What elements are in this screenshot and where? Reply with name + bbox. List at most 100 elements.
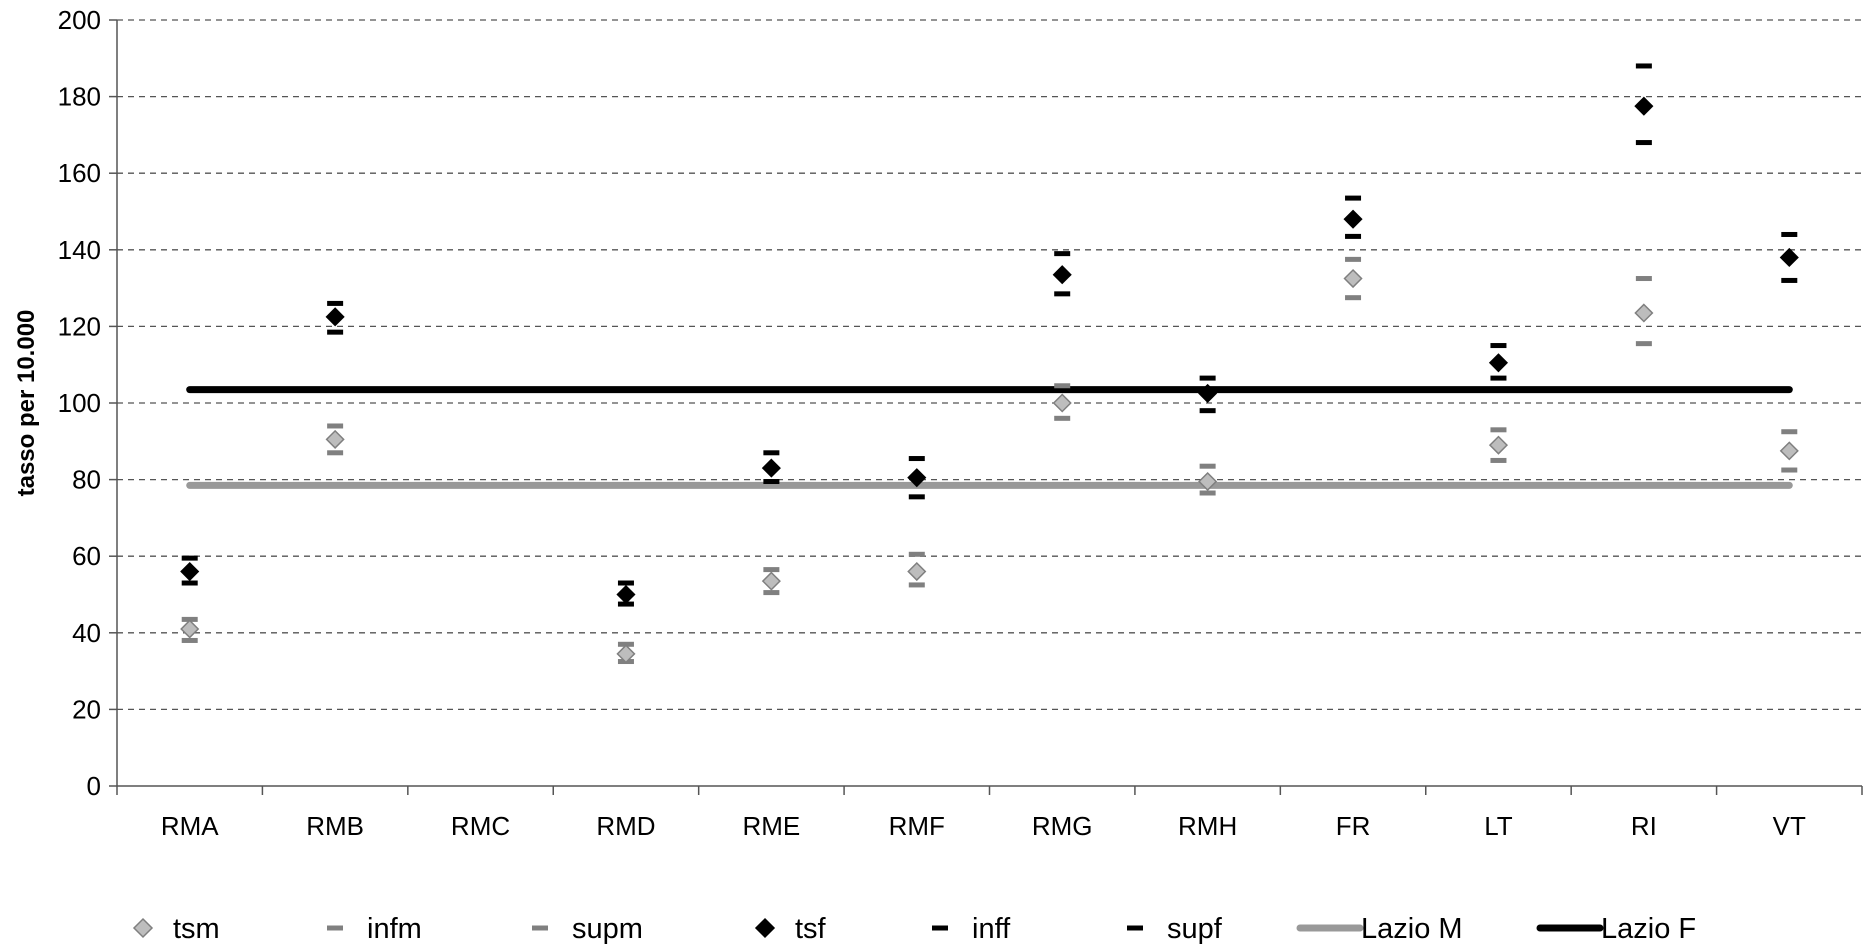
point-mark (1198, 383, 1218, 403)
legend-symbol (132, 917, 154, 939)
point-mark (1343, 268, 1363, 289)
x-tick-label: VT (1773, 811, 1806, 841)
interval-mark (1345, 295, 1362, 301)
y-tick-label: 40 (72, 618, 101, 648)
interval-mark (617, 641, 634, 647)
x-tick-label: RME (742, 811, 800, 841)
x-tick-label: RMH (1178, 811, 1237, 841)
interval-mark (908, 582, 925, 588)
interval-mark (1199, 375, 1216, 381)
labels: 0 20 40 60 80 100 120 140 160 180 200 RMA RMB RMC RMD R… (13, 5, 1806, 841)
legend-item: Lazio M (1296, 913, 1463, 945)
interval-mark (1781, 429, 1798, 435)
interval-mark (327, 329, 344, 335)
legend-item: Lazio F (1536, 913, 1696, 945)
interval-mark (1781, 231, 1798, 237)
legend-label: supm (572, 913, 643, 945)
interval-mark (181, 637, 198, 643)
point-mark (180, 619, 200, 639)
y-tick-label: 200 (58, 5, 101, 35)
point-mark (761, 458, 781, 478)
x-tick-label: LT (1484, 811, 1513, 841)
interval-mark (327, 450, 344, 456)
x-tick-label: RMC (451, 811, 510, 841)
legend-item: tsm (132, 913, 220, 945)
interval-mark (327, 300, 344, 306)
interval-mark (763, 567, 780, 573)
legend-label: tsf (795, 913, 827, 945)
legend-label: Lazio F (1601, 913, 1696, 945)
point-mark (907, 468, 927, 488)
point-mark (325, 307, 345, 327)
y-tick-label: 140 (58, 235, 101, 265)
legend-item: supf (1127, 913, 1223, 945)
point-mark (616, 584, 636, 605)
legend-item: supm (532, 913, 643, 945)
point-mark (1779, 247, 1799, 268)
interval-mark (327, 423, 344, 429)
x-tick-label: RMA (161, 811, 219, 841)
point-mark (1634, 96, 1654, 116)
legend-symbol (1127, 925, 1143, 931)
interval-mark (1781, 277, 1798, 283)
interval-mark (617, 601, 634, 607)
legend-label: Lazio M (1361, 913, 1463, 945)
interval-mark (1199, 463, 1216, 469)
point-mark (1198, 471, 1218, 492)
x-tick-label: FR (1336, 811, 1371, 841)
point-mark (180, 561, 200, 582)
interval-mark (617, 580, 634, 586)
point-mark (1052, 265, 1072, 285)
interval-mark (908, 494, 925, 500)
point-mark (1779, 441, 1799, 461)
point-mark (907, 561, 927, 582)
interval-mark (763, 479, 780, 485)
interval-mark (763, 590, 780, 596)
y-tick-label: 100 (58, 388, 101, 418)
point-mark (1488, 353, 1509, 373)
interval-mark (1054, 415, 1071, 421)
legend-item: infm (327, 913, 422, 945)
legend-label: supf (1167, 913, 1223, 945)
y-tick-label: 160 (58, 158, 101, 188)
point-mark (1343, 209, 1363, 229)
interval-mark (1345, 233, 1362, 239)
interval-mark (1345, 195, 1362, 201)
interval-mark (908, 551, 925, 557)
x-tick-label: RMG (1032, 811, 1093, 841)
point-mark (761, 571, 781, 591)
interval-mark (1635, 140, 1652, 146)
interval-mark (908, 456, 925, 462)
interval-mark (181, 555, 198, 561)
legend-item: tsf (754, 913, 827, 945)
x-tick-label: RMF (889, 811, 945, 841)
legend-symbol (532, 925, 548, 931)
point-mark (325, 429, 345, 449)
point-mark (1634, 303, 1654, 323)
y-tick-label: 180 (58, 82, 101, 112)
x-tick-label: RI (1631, 811, 1657, 841)
legend-symbol (754, 917, 776, 939)
data-marks (180, 63, 1799, 665)
y-tick-label: 80 (72, 465, 101, 495)
y-tick-label: 20 (72, 694, 101, 724)
interval-mark (1635, 63, 1652, 69)
point-mark (616, 644, 636, 664)
interval-mark (1199, 408, 1216, 414)
interval-mark (1345, 256, 1362, 262)
y-tick-label: 0 (87, 771, 101, 801)
reference-lines (186, 386, 1793, 489)
interval-mark (1490, 343, 1507, 349)
axis-layer (109, 19, 1863, 795)
legend-symbol (932, 925, 948, 931)
y-axis-title: tasso per 10.000 (13, 310, 40, 497)
interval-mark (1054, 251, 1071, 257)
legend-label: tsm (173, 913, 220, 945)
x-tick-label: RMB (306, 811, 364, 841)
x-tick-label: RMD (596, 811, 655, 841)
interval-mark (1199, 490, 1216, 496)
interval-mark (1635, 276, 1652, 282)
interval-mark (1054, 291, 1071, 297)
